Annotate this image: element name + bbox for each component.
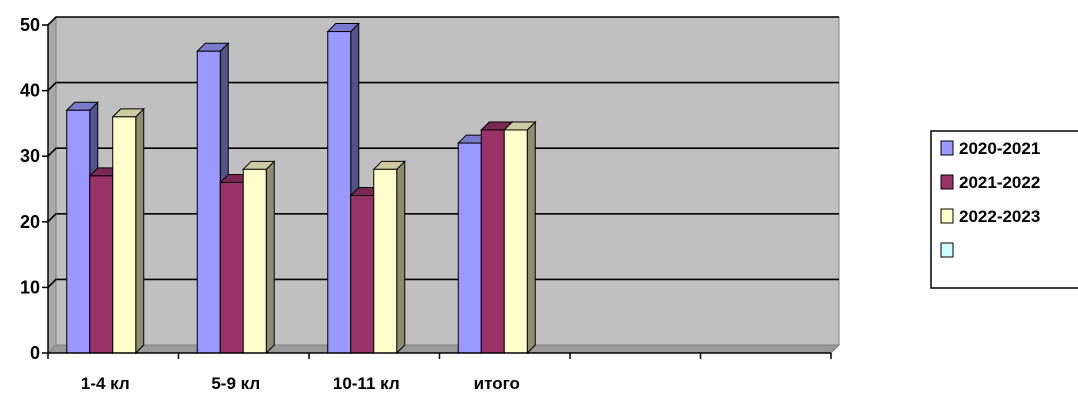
bar-side — [396, 160, 406, 355]
gridline — [47, 278, 839, 288]
bar — [89, 175, 114, 354]
side-wall — [47, 15, 57, 355]
bar-side — [265, 160, 275, 355]
y-axis-ticks: 0 10 20 30 40 50 — [20, 15, 48, 363]
gridline — [47, 81, 839, 92]
bar — [242, 168, 267, 354]
back-wall — [55, 16, 840, 346]
bar — [480, 129, 505, 354]
legend-entry: 2021-2022 — [959, 173, 1040, 192]
bar — [373, 168, 398, 354]
bar — [327, 31, 352, 354]
x-tick-label: итого — [474, 374, 520, 393]
bar — [196, 50, 221, 354]
y-tick-label: 20 — [20, 212, 40, 232]
legend-swatch — [940, 140, 954, 156]
bar-side — [135, 107, 145, 355]
bar — [66, 109, 91, 354]
x-axis-ticks: 1-4 кл 5-9 кл 10-11 кл итого — [47, 353, 832, 393]
plot-area — [46, 15, 841, 355]
floor — [46, 344, 841, 354]
y-tick-label: 40 — [20, 81, 40, 101]
x-tick-label: 10-11 кл — [333, 374, 400, 393]
y-tick-label: 30 — [20, 146, 40, 166]
gridline — [47, 147, 839, 157]
bar — [112, 116, 137, 354]
x-tick-label: 1-4 кл — [81, 374, 130, 393]
gridlines — [47, 16, 839, 288]
y-tick-label: 50 — [20, 15, 40, 35]
legend-swatch — [940, 242, 954, 258]
bars — [65, 22, 537, 355]
legend-swatch — [940, 174, 954, 190]
bar — [503, 129, 528, 354]
legend-box — [930, 130, 1078, 289]
bar — [457, 142, 482, 354]
gridline — [47, 213, 839, 223]
y-tick-label: 10 — [20, 277, 40, 297]
legend-swatch — [940, 208, 954, 224]
legend-entry: 2020-2021 — [959, 139, 1040, 158]
y-tick-label: 0 — [30, 343, 40, 363]
bar — [350, 195, 375, 354]
gridline — [47, 16, 839, 26]
legend-entry: 2022-2023 — [959, 207, 1040, 226]
bar — [219, 181, 244, 354]
x-tick-label: 5-9 кл — [211, 374, 260, 393]
bar-side — [526, 120, 536, 355]
legend: 2020-2021 2021-2022 2022-2023 — [930, 130, 1078, 289]
